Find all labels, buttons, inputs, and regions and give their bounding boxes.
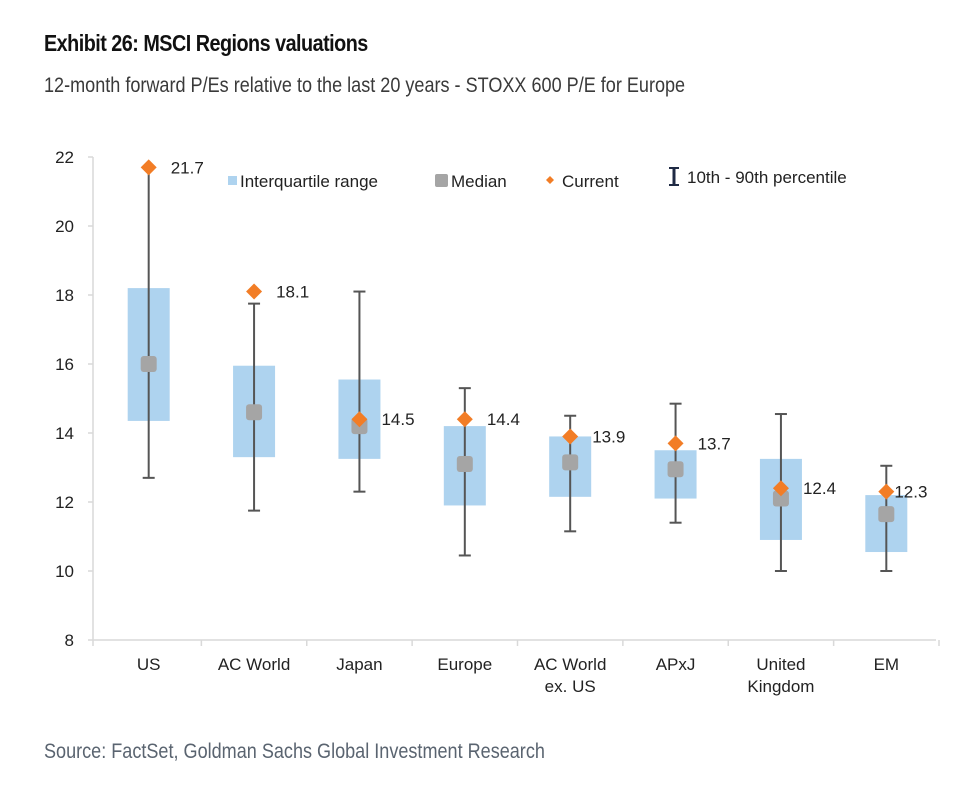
y-tick-label: 8 — [65, 631, 74, 650]
x-category-label-line: United — [756, 655, 805, 674]
current-marker — [351, 411, 368, 428]
x-category-label: EM — [874, 655, 900, 674]
current-value-label: 18.1 — [276, 283, 309, 302]
y-tick-label: 12 — [55, 493, 74, 512]
x-category-label: AC World — [218, 655, 290, 674]
category-group: 14.5 — [338, 290, 415, 493]
plot-area: 21.7 18.1 14.5 14.4 13.9 13.7 12.4 12.3 — [127, 158, 927, 572]
percentile-bar-icon — [669, 167, 679, 186]
current-marker — [456, 411, 473, 428]
x-category-label-line: Kingdom — [747, 677, 814, 696]
source-note: Source: FactSet, Goldman Sachs Global In… — [44, 740, 545, 763]
median-marker — [878, 506, 895, 523]
x-category-label-line: Japan — [336, 655, 382, 674]
current-value-label: 14.5 — [381, 410, 414, 429]
x-category-label: United Kingdom — [747, 655, 814, 696]
category-group: 13.9 — [549, 414, 625, 533]
chart-subtitle: 12-month forward P/Es relative to the la… — [44, 74, 686, 97]
current-marker — [246, 283, 263, 300]
current-marker — [140, 159, 157, 176]
category-group: 14.4 — [443, 387, 520, 557]
x-category-label-line: APxJ — [656, 655, 696, 674]
legend-current-swatch — [546, 176, 554, 184]
chart-title: Exhibit 26: MSCI Regions valuations — [44, 30, 368, 56]
y-tick-label: 16 — [55, 355, 74, 374]
current-value-label: 12.3 — [894, 483, 927, 502]
median-marker — [140, 356, 157, 372]
current-value-label: 13.9 — [592, 427, 625, 446]
y-tick-label: 22 — [55, 148, 74, 167]
current-value-label: 12.4 — [803, 479, 836, 498]
current-marker — [772, 480, 789, 497]
median-marker — [456, 456, 473, 473]
current-marker — [562, 428, 579, 445]
y-tick-label: 14 — [55, 424, 74, 443]
x-category-label: AC World ex. US — [534, 655, 606, 696]
legend: Interquartile range Median Current 10th … — [228, 167, 847, 191]
x-category-label-line: EM — [874, 655, 900, 674]
current-marker — [878, 483, 895, 500]
x-category-label-line: AC World — [534, 655, 606, 674]
x-category-label-line: Europe — [437, 655, 492, 674]
median-marker — [772, 490, 789, 507]
median-marker — [562, 454, 579, 471]
current-value-label: 13.7 — [698, 434, 731, 453]
category-group: 12.4 — [759, 413, 836, 572]
category-group: 13.7 — [654, 402, 731, 524]
y-tick-label: 18 — [55, 286, 74, 305]
legend-percentile-label: 10th - 90th percentile — [687, 168, 847, 187]
category-group: 12.3 — [865, 464, 927, 572]
x-category-label: US — [137, 655, 161, 674]
x-category-label-line: ex. US — [545, 677, 596, 696]
current-value-label: 14.4 — [487, 410, 520, 429]
median-marker — [667, 461, 684, 478]
x-category-label: APxJ — [656, 655, 696, 674]
category-group: 21.7 — [127, 158, 204, 479]
x-category-label: Japan — [336, 655, 382, 674]
axes: 8 10 12 14 16 18 20 22 US AC World Japan Europe AC W… — [55, 148, 940, 696]
current-marker — [667, 435, 684, 452]
legend-median-swatch — [435, 174, 448, 187]
y-tick-label: 20 — [55, 217, 74, 236]
legend-median-label: Median — [451, 172, 507, 191]
category-group: 18.1 — [233, 283, 309, 512]
legend-iqr-label: Interquartile range — [240, 172, 378, 191]
x-category-label: Europe — [437, 655, 492, 674]
x-category-label-line: US — [137, 655, 161, 674]
current-value-label: 21.7 — [171, 158, 204, 177]
y-tick-label: 10 — [55, 562, 74, 581]
x-category-label-line: AC World — [218, 655, 290, 674]
median-marker — [246, 404, 263, 421]
legend-iqr-swatch — [228, 176, 237, 185]
legend-current-label: Current — [562, 172, 619, 191]
